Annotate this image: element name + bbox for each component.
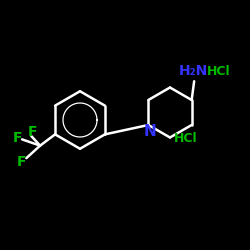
- Text: F: F: [17, 155, 26, 169]
- Text: HCl: HCl: [174, 132, 198, 145]
- Text: F: F: [13, 131, 22, 145]
- Text: H₂N: H₂N: [178, 64, 208, 78]
- Text: F: F: [28, 126, 37, 140]
- Text: HCl: HCl: [207, 65, 231, 78]
- Text: N: N: [143, 124, 156, 139]
